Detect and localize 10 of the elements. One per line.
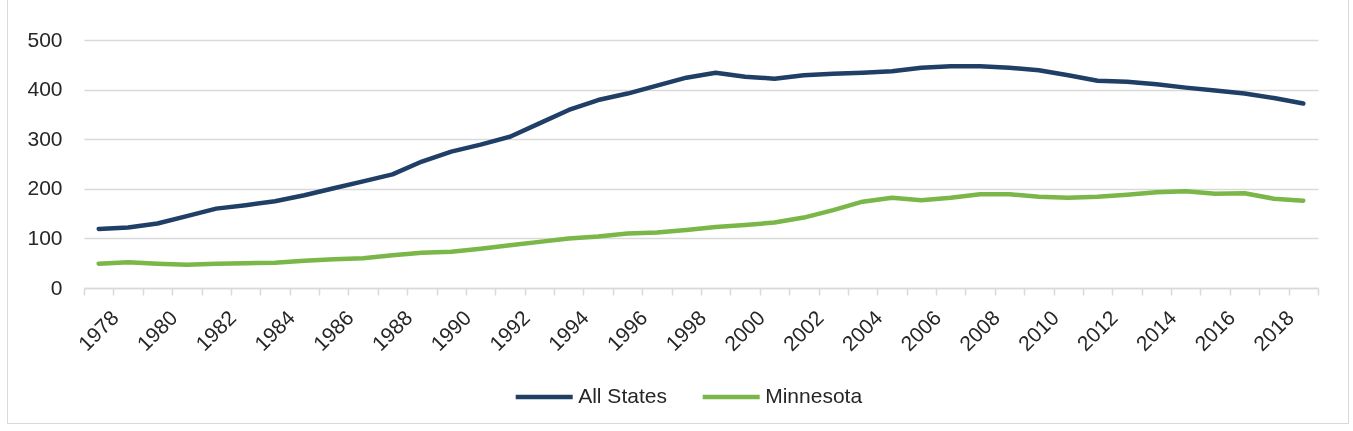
y-tick-label: 500 [27, 27, 63, 51]
y-tick-label: 300 [27, 126, 63, 150]
y-tick-label: 400 [27, 77, 63, 101]
line-series [96, 189, 1306, 267]
y-tick-label: 200 [27, 176, 63, 200]
y-tick-label: 0 [50, 275, 63, 299]
legend-label: Minnesota [765, 384, 863, 407]
line-series [96, 64, 1306, 232]
legend-label: All States [578, 384, 667, 407]
y-tick-label: 100 [27, 225, 63, 249]
